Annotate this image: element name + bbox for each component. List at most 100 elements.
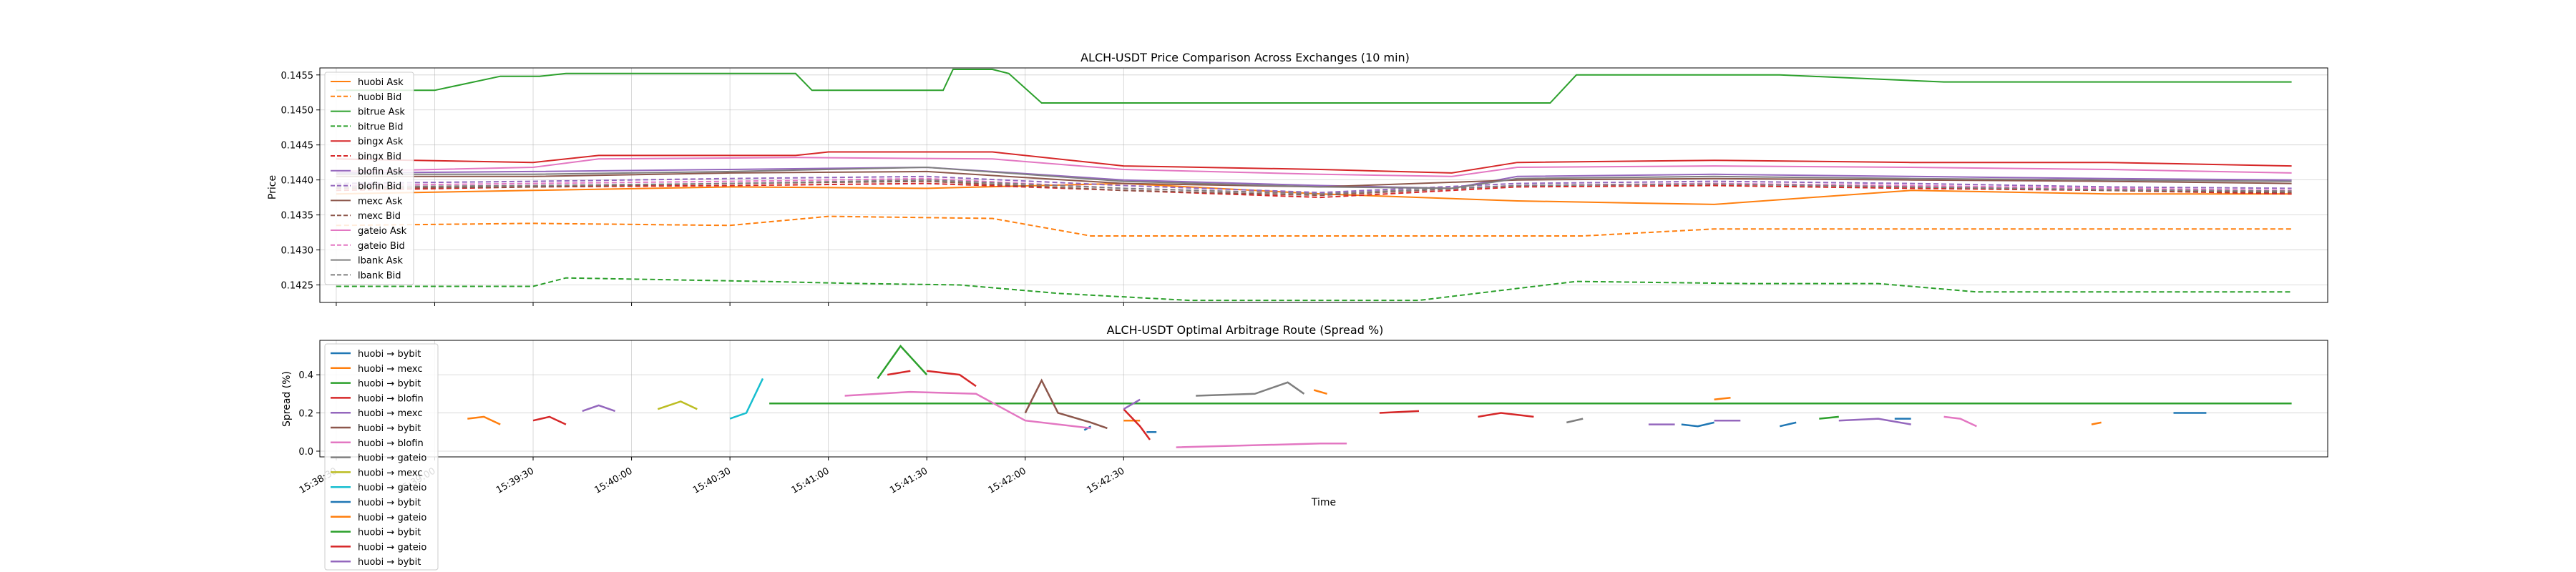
legend-entry-label: gateio Bid <box>358 241 405 252</box>
price-y-tick-label: 0.1455 <box>281 71 314 82</box>
legend-entry-label: huobi → gateio <box>358 542 426 553</box>
price-legend: huobi Ask huobi Bid bitrue Ask bitrue Bid bi… <box>324 72 414 285</box>
legend-entry-label: lbank Ask <box>358 256 403 267</box>
price-y-axis-label: Price <box>267 175 278 199</box>
price-plot-frame <box>319 67 2328 303</box>
legend-entry-label: huobi → bybit <box>358 423 421 434</box>
price-y-tick-label: 0.1425 <box>281 281 314 292</box>
spread-x-tick-label: 15:41:30 <box>888 465 930 495</box>
spread-route-segment <box>1566 418 1584 424</box>
legend-entry-label: mexc Ask <box>358 196 403 207</box>
legend-entry-label: blofin Bid <box>358 182 401 192</box>
spread-x-tick-label: 15:40:00 <box>593 465 635 495</box>
spread-route-segment <box>1838 418 1911 425</box>
price-y-tick-label: 0.1440 <box>281 176 314 187</box>
spread-legend-box <box>324 343 439 571</box>
spread-legend: huobi → bybit huobi → mexc huobi → bybit hu… <box>324 343 439 571</box>
spread-route-segment <box>2091 421 2102 425</box>
spread-x-axis-label: Time <box>1311 497 1336 508</box>
spread-route-segment <box>1943 415 1977 428</box>
legend-entry-label: huobi → bybit <box>358 349 421 360</box>
spread-route-segment <box>532 415 567 425</box>
legend-entry-label: lbank Bid <box>358 270 401 281</box>
spread-route-segment <box>1379 410 1420 414</box>
spread-chart-title: ALCH-USDT Optimal Arbitrage Route (Sprea… <box>1107 323 1384 337</box>
price-legend-box <box>324 72 414 285</box>
legend-entry-label: bitrue Bid <box>358 122 403 132</box>
legend-entry-label: huobi → mexc <box>358 408 423 419</box>
legend-entry-label: huobi → bybit <box>358 379 421 390</box>
spread-route-segment <box>1176 443 1347 448</box>
price-series-line <box>336 182 2292 199</box>
price-series-line <box>336 166 2292 189</box>
legend-entry-label: huobi → bybit <box>358 557 421 568</box>
spread-route-segment <box>467 415 501 425</box>
legend-entry-label: bitrue Ask <box>358 107 405 118</box>
price-y-ticks: 0.1425 0.1430 0.1435 0.1440 0.1445 0.1450 0.14… <box>281 71 320 292</box>
spread-route-segment <box>927 370 977 388</box>
spread-route-segment <box>729 378 764 420</box>
price-panel: ALCH-USDT Price Comparison Across Exchan… <box>267 51 2328 306</box>
price-series-line <box>336 179 2292 195</box>
spread-route-segment <box>844 390 1091 430</box>
price-x-ticks <box>336 302 1124 306</box>
price-y-tick-label: 0.1450 <box>281 106 314 117</box>
price-chart-title: ALCH-USDT Price Comparison Across Exchan… <box>1080 51 1410 64</box>
spread-y-axis-label: Spread (%) <box>281 371 293 427</box>
spread-route-segment <box>887 370 911 376</box>
legend-entry-label: huobi → bybit <box>358 528 421 538</box>
spread-route-segment <box>657 400 698 410</box>
spread-route-segment <box>1313 389 1327 395</box>
price-series-line <box>336 151 2292 174</box>
price-series-line <box>336 69 2292 104</box>
price-series-line <box>336 175 2292 194</box>
legend-entry-label: huobi → gateio <box>358 513 426 523</box>
spread-gridlines <box>320 340 2328 457</box>
legend-entry-label: bingx Ask <box>358 137 404 147</box>
legend-entry-label: gateio Ask <box>358 226 407 237</box>
spread-x-tick-label: 15:42:00 <box>987 465 1028 495</box>
legend-entry-label: huobi → gateio <box>358 453 426 464</box>
price-y-tick-label: 0.1445 <box>281 141 314 152</box>
legend-entry-label: mexc Bid <box>358 211 401 222</box>
price-series-line <box>336 157 2292 177</box>
spread-route-segment <box>1714 396 1731 401</box>
price-y-tick-label: 0.1435 <box>281 211 314 222</box>
spread-route-segment <box>1478 412 1534 418</box>
price-y-tick-label: 0.1430 <box>281 246 314 257</box>
spread-y-tick-label: 0.2 <box>298 409 313 420</box>
spread-y-ticks: 0.0 0.2 0.4 <box>298 370 320 458</box>
legend-entry-label: huobi Bid <box>358 92 401 103</box>
spread-x-tick-label: 15:41:00 <box>790 465 831 495</box>
spread-route-segment <box>1819 415 1839 420</box>
legend-entry-label: huobi → mexc <box>358 364 423 375</box>
legend-entry-label: huobi → gateio <box>358 483 426 493</box>
legend-entry-label: huobi → bybit <box>358 498 421 508</box>
legend-entry-label: huobi Ask <box>358 77 404 88</box>
spread-series-lines <box>467 345 2292 448</box>
spread-y-tick-label: 0.0 <box>298 447 313 458</box>
spread-route-segment <box>1024 378 1108 430</box>
spread-plot-frame <box>319 340 2328 458</box>
spread-route-segment <box>1681 421 1714 428</box>
spread-x-tick-label: 15:39:30 <box>494 465 536 495</box>
legend-entry-label: huobi → blofin <box>358 393 424 404</box>
legend-entry-label: blofin Ask <box>358 167 404 177</box>
price-series-line <box>336 277 2292 302</box>
spread-panel: ALCH-USDT Optimal Arbitrage Route (Sprea… <box>281 323 2328 571</box>
price-series-lines <box>336 69 2292 302</box>
spread-route-segment <box>582 404 616 413</box>
legend-entry-label: huobi → blofin <box>358 438 424 449</box>
legend-entry-label: huobi → mexc <box>358 468 423 478</box>
legend-entry-label: bingx Bid <box>358 152 401 162</box>
spread-route-segment <box>1123 408 1151 440</box>
spread-route-segment <box>1780 421 1797 428</box>
spread-x-tick-label: 15:40:30 <box>691 465 733 495</box>
spread-route-segment <box>877 345 928 380</box>
price-series-line <box>336 215 2292 237</box>
spread-route-segment <box>1123 398 1141 410</box>
spread-x-tick-label: 15:42:30 <box>1085 465 1126 495</box>
spread-route-segment <box>1196 381 1305 397</box>
spread-y-tick-label: 0.4 <box>298 370 313 381</box>
